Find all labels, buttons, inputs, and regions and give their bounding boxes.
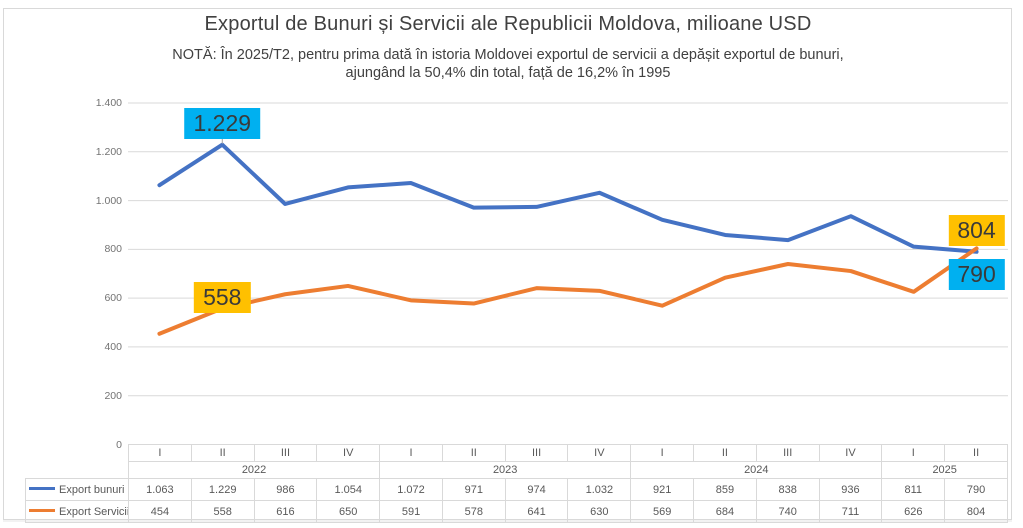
y-axis-tick-label: 0 (116, 438, 122, 451)
table-quarter-cell: I (379, 444, 443, 462)
table-year-cell: 2023 (379, 461, 632, 479)
table-year-cell: 2025 (881, 461, 1008, 479)
table-value-cell: 921 (630, 478, 695, 501)
table-value-cell: 971 (441, 478, 506, 501)
table-value-cell: 804 (944, 500, 1008, 523)
legend-cell-export-servicii: Export Servicii (25, 500, 129, 523)
table-value-cell: 641 (504, 500, 569, 523)
table-quarter-cell: I (881, 444, 946, 462)
y-axis-tick-label: 200 (104, 389, 122, 402)
table-value-cell: 630 (567, 500, 632, 523)
series-line-export-servicii (157, 246, 979, 336)
table-quarter-cell: IV (567, 444, 632, 462)
legend-cell-export-bunuri: Export bunuri (25, 478, 129, 501)
legend-label: Export Servicii (59, 505, 129, 518)
y-axis-tick-label: 1.400 (95, 97, 122, 109)
table-value-cell: 936 (818, 478, 883, 501)
legend-line-swatch (29, 509, 55, 513)
series-line-export-bunuri (157, 142, 979, 254)
callout-label-558: 558 (194, 282, 251, 314)
table-value-cell: 1.063 (128, 478, 192, 501)
table-value-cell: 740 (755, 500, 820, 523)
table-quarter-cell: IV (316, 444, 381, 462)
table-value-cell: 1.054 (316, 478, 381, 501)
table-value-cell: 1.032 (567, 478, 632, 501)
table-quarter-cell: II (693, 444, 757, 462)
table-quarter-cell: II (190, 444, 255, 462)
table-value-cell: 454 (128, 500, 192, 523)
table-value-cell: 569 (630, 500, 695, 523)
y-axis-tick-label: 600 (104, 292, 122, 305)
y-axis-tick-label: 1.000 (95, 194, 122, 207)
callout-label-790: 790 (948, 258, 1005, 290)
table-quarter-cell: II (944, 444, 1008, 462)
table-value-cell: 974 (504, 478, 569, 501)
table-value-cell: 650 (316, 500, 381, 523)
table-value-cell: 1.072 (379, 478, 443, 501)
table-value-cell: 859 (693, 478, 757, 501)
chart-title: Exportul de Bunuri și Servicii ale Repub… (204, 13, 812, 35)
chart-note-line2: ajungând la 50,4% din total, față de 16,… (345, 65, 671, 81)
table-value-cell: 790 (944, 478, 1008, 501)
y-axis-tick-label: 1.200 (95, 145, 122, 158)
chart-frame (3, 8, 1012, 520)
callout-label-1229: 1.229 (184, 107, 261, 139)
table-year-cell: 2024 (630, 461, 883, 479)
table-quarter-cell: III (253, 444, 318, 462)
y-axis-tick-label: 400 (104, 340, 122, 353)
table-value-cell: 616 (253, 500, 318, 523)
table-quarter-cell: I (128, 444, 192, 462)
table-quarter-cell: II (441, 444, 506, 462)
table-corner-cell (26, 445, 129, 479)
table-quarter-cell: I (630, 444, 695, 462)
table-value-cell: 626 (881, 500, 946, 523)
table-value-cell: 811 (881, 478, 946, 501)
table-quarter-cell: IV (818, 444, 883, 462)
table-value-cell: 986 (253, 478, 318, 501)
table-value-cell: 578 (441, 500, 506, 523)
table-value-cell: 591 (379, 500, 443, 523)
table-value-cell: 684 (693, 500, 757, 523)
chart-note: NOTĂ: În 2025/T2, pentru prima dată în i… (3, 46, 1013, 82)
table-value-cell: 1.229 (190, 478, 255, 501)
table-value-cell: 711 (818, 500, 883, 523)
table-quarter-cell: III (504, 444, 569, 462)
table-value-cell: 838 (755, 478, 820, 501)
data-table: I II III IV I II III IV I II III IV I II 2022 2023 2024 2… (25, 444, 1008, 523)
y-axis-tick-label: 800 (104, 243, 122, 256)
legend-line-swatch (29, 487, 55, 491)
table-quarter-cell: III (755, 444, 820, 462)
legend-label: Export bunuri (59, 483, 125, 496)
table-year-cell: 2022 (127, 461, 381, 479)
table-value-cell: 558 (190, 500, 255, 523)
callout-label-804: 804 (948, 215, 1005, 247)
chart-note-line1: NOTĂ: În 2025/T2, pentru prima dată în i… (172, 47, 844, 63)
